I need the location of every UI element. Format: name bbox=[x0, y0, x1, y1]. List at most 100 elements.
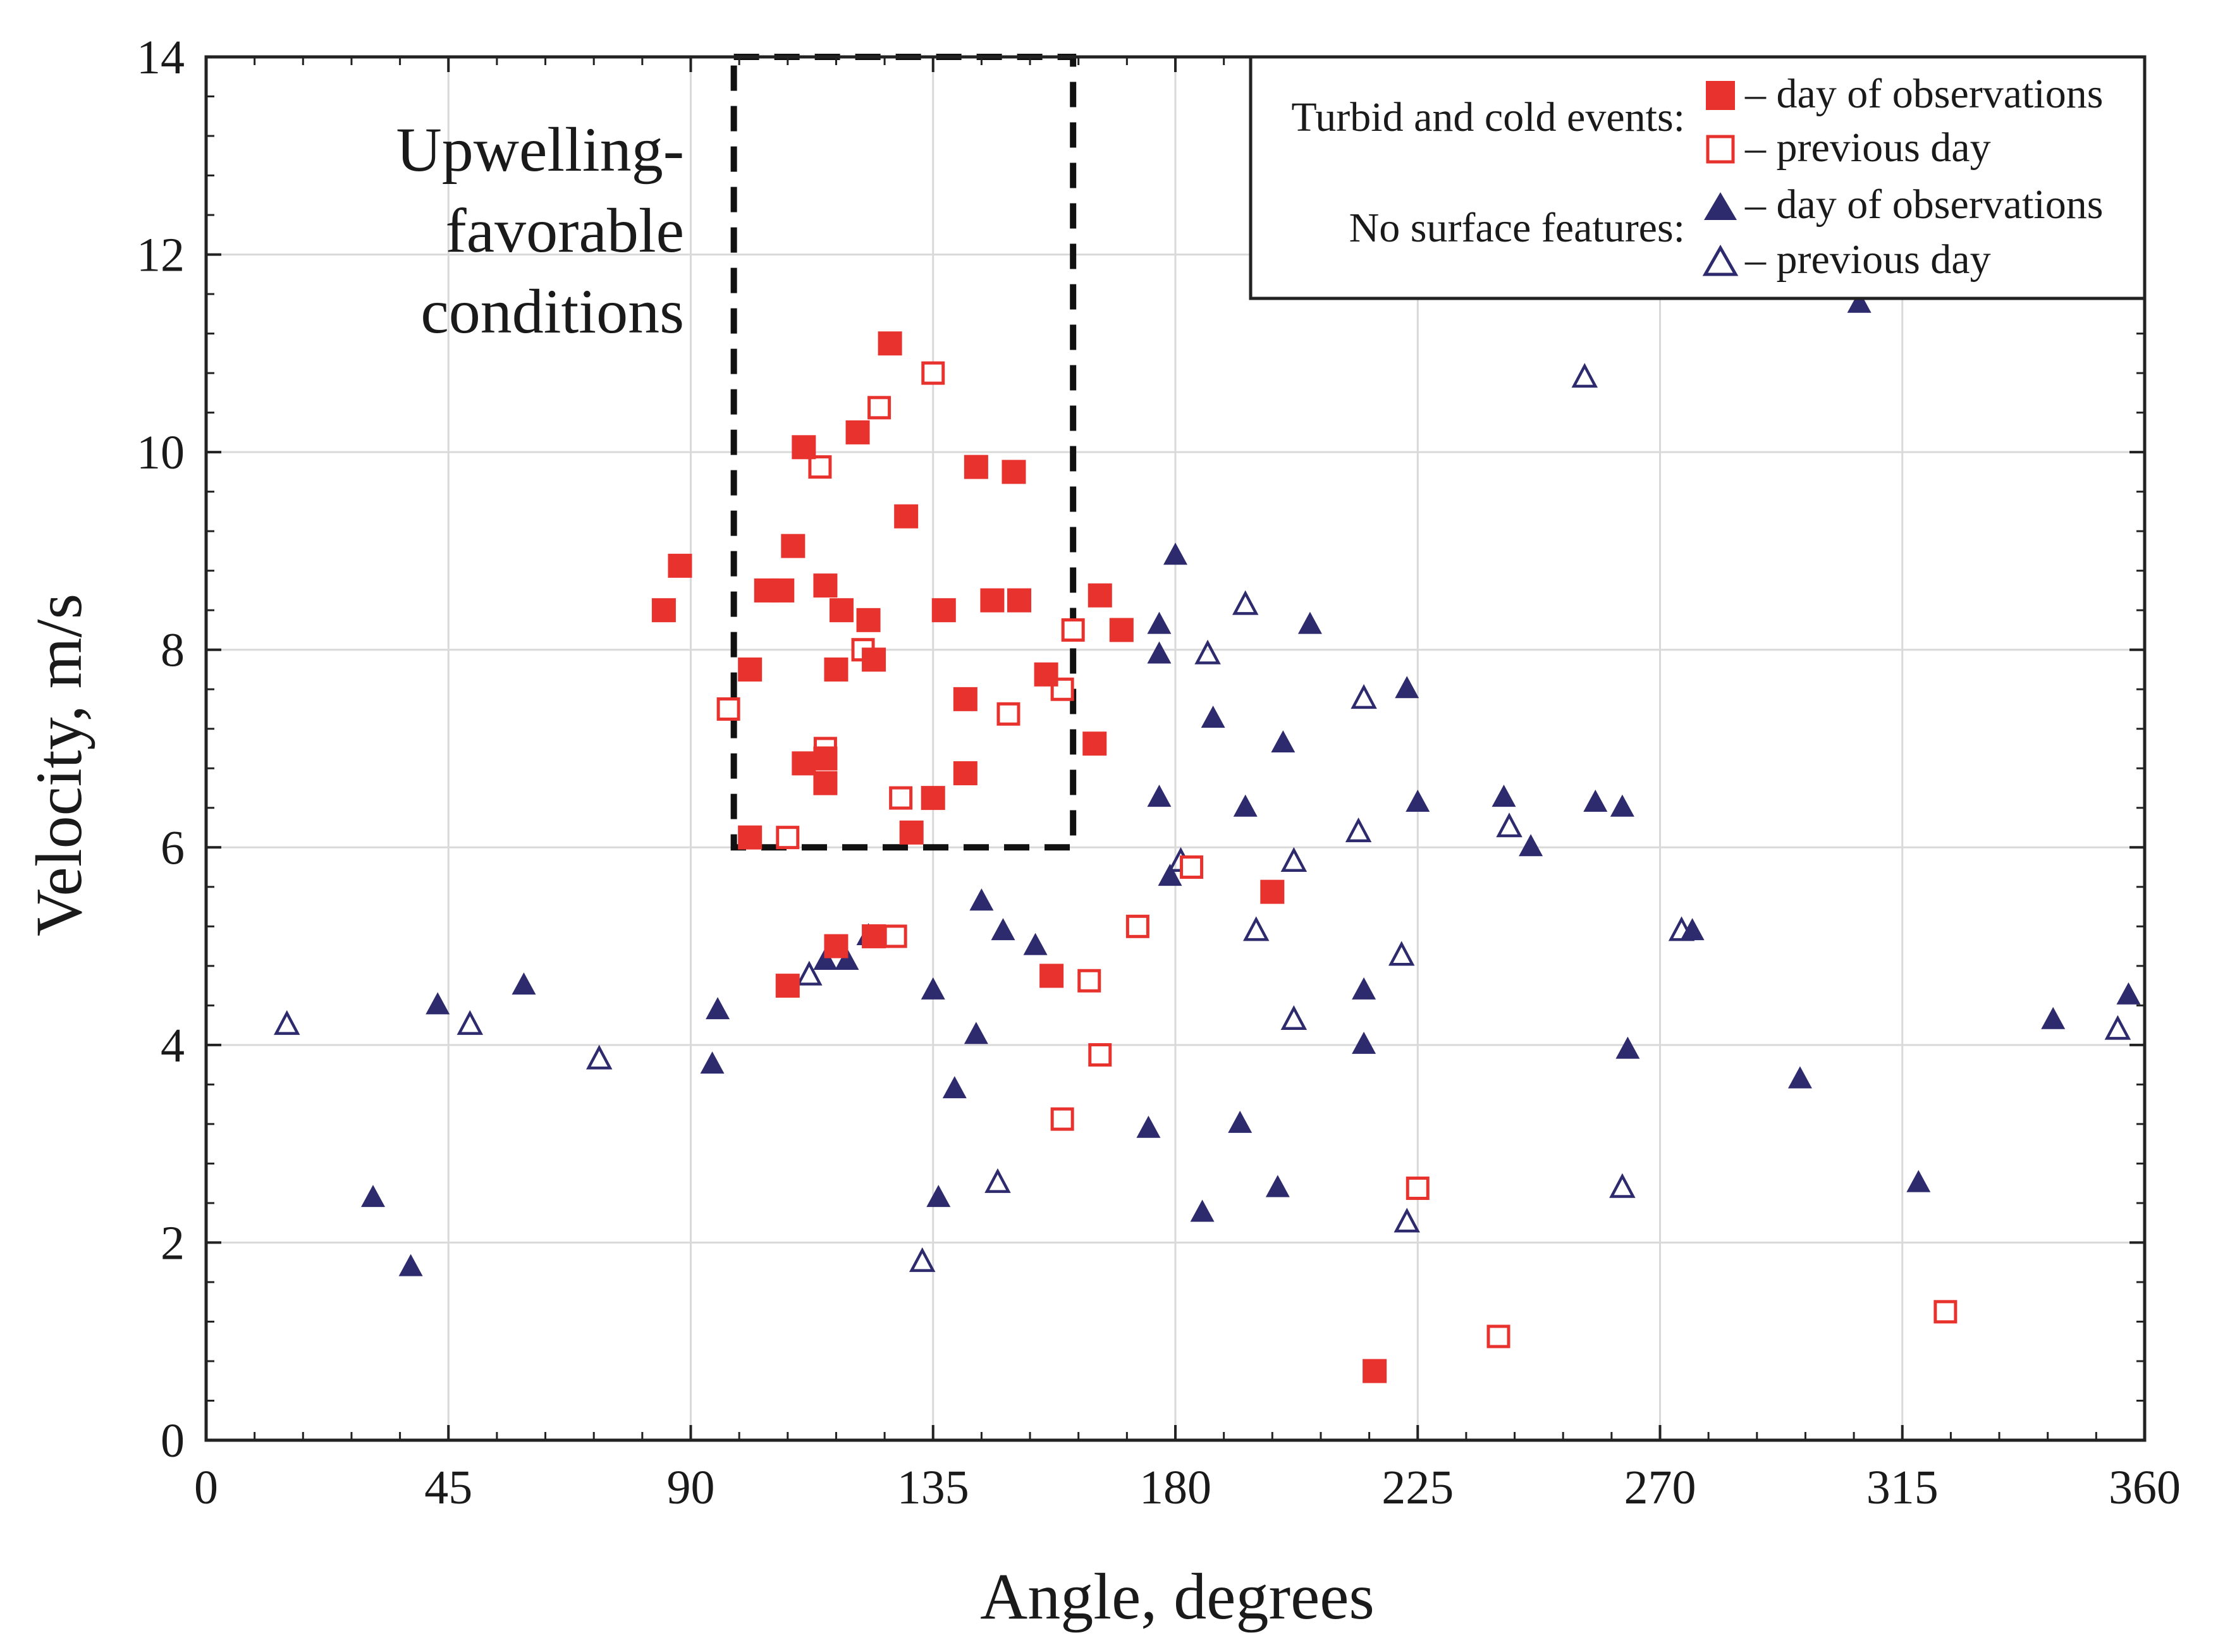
point-open-square bbox=[921, 361, 945, 385]
point-filled-square bbox=[964, 455, 988, 479]
annotation-line-3: conditions bbox=[420, 276, 684, 346]
point-filled-square bbox=[792, 435, 816, 460]
legend-navy-open-triangle-icon bbox=[1702, 244, 1739, 276]
point-filled-square bbox=[1363, 1359, 1387, 1383]
point-filled-triangle bbox=[1147, 641, 1172, 664]
point-filled-square bbox=[845, 420, 870, 444]
point-filled-triangle bbox=[700, 1051, 725, 1074]
point-filled-triangle bbox=[1023, 933, 1048, 955]
point-filled-square bbox=[792, 751, 816, 776]
point-filled-square bbox=[813, 771, 838, 795]
point-open-triangle bbox=[1243, 916, 1270, 941]
point-open-square bbox=[1077, 969, 1101, 993]
point-filled-triangle bbox=[921, 977, 945, 1000]
legend-entry-nofeat-prev: – previous day bbox=[1744, 236, 1991, 283]
point-filled-triangle bbox=[969, 888, 994, 911]
point-open-square bbox=[1050, 677, 1074, 701]
legend-red-filled-square-icon bbox=[1706, 81, 1735, 110]
point-filled-square bbox=[824, 657, 849, 682]
point-filled-square bbox=[862, 647, 886, 672]
point-filled-triangle bbox=[398, 1254, 423, 1276]
point-filled-triangle bbox=[1680, 918, 1705, 941]
data-markers bbox=[274, 290, 2141, 1383]
point-open-triangle bbox=[274, 1010, 300, 1035]
point-filled-triangle bbox=[426, 992, 450, 1015]
point-filled-square bbox=[1082, 731, 1107, 756]
legend-group-turbid: Turbid and cold events: bbox=[1291, 94, 1685, 140]
point-open-triangle bbox=[1194, 639, 1221, 664]
annotation-line-2: favorable bbox=[445, 195, 684, 266]
point-filled-square bbox=[878, 331, 902, 356]
point-filled-triangle bbox=[1406, 789, 1430, 812]
legend-box bbox=[1249, 55, 2147, 300]
point-open-triangle bbox=[1280, 1005, 1308, 1031]
point-filled-triangle bbox=[1906, 1170, 1931, 1192]
point-filled-triangle bbox=[1228, 1110, 1253, 1133]
y-tick-label: 6 bbox=[161, 821, 185, 874]
point-filled-triangle bbox=[835, 948, 859, 970]
point-filled-triangle bbox=[1395, 676, 1419, 699]
point-filled-triangle bbox=[1265, 1175, 1290, 1197]
point-open-triangle bbox=[1394, 1208, 1420, 1233]
point-open-triangle bbox=[909, 1247, 936, 1272]
y-axis-title: Velocity, m/s bbox=[23, 594, 95, 936]
x-tick-label: 135 bbox=[897, 1461, 969, 1514]
point-filled-triangle bbox=[1163, 542, 1187, 565]
point-open-triangle bbox=[1609, 1173, 1636, 1198]
point-filled-square bbox=[921, 786, 945, 811]
point-filled-triangle bbox=[1158, 864, 1182, 886]
point-filled-triangle bbox=[1610, 794, 1634, 817]
point-filled-triangle bbox=[1352, 1031, 1376, 1054]
point-filled-triangle bbox=[926, 1185, 951, 1208]
point-filled-square bbox=[1109, 618, 1134, 642]
point-filled-triangle bbox=[991, 918, 1015, 941]
point-filled-square bbox=[899, 820, 924, 845]
y-tick-label: 8 bbox=[161, 624, 185, 677]
y-tick-label: 14 bbox=[137, 31, 185, 84]
point-open-square bbox=[1088, 1043, 1112, 1067]
point-filled-square bbox=[953, 761, 977, 786]
point-filled-triangle bbox=[2041, 1006, 2066, 1029]
point-open-square bbox=[889, 786, 913, 810]
point-filled-triangle bbox=[942, 1076, 967, 1099]
y-tick-label: 12 bbox=[137, 229, 185, 282]
axis-ticks: 0 45 90 135 180 225 270 315 360 0 2 4 6 8 10 12 14 bbox=[137, 31, 2181, 1514]
point-filled-square bbox=[1088, 583, 1112, 608]
point-open-square bbox=[883, 924, 907, 948]
point-open-square bbox=[1406, 1176, 1430, 1200]
legend-group-no-features: No surface features: bbox=[1349, 205, 1685, 251]
point-filled-square bbox=[813, 573, 838, 598]
point-filled-square bbox=[651, 598, 676, 623]
point-filled-triangle bbox=[1847, 290, 1872, 313]
point-filled-square bbox=[1260, 879, 1285, 904]
point-filled-square bbox=[980, 588, 1005, 613]
point-open-square bbox=[867, 396, 891, 420]
point-filled-triangle bbox=[361, 1185, 386, 1208]
point-open-triangle bbox=[585, 1044, 613, 1070]
point-filled-square bbox=[738, 825, 763, 850]
point-open-square bbox=[716, 697, 740, 721]
point-open-triangle bbox=[1232, 590, 1259, 615]
point-filled-square bbox=[738, 657, 763, 682]
point-open-square bbox=[1180, 855, 1204, 879]
legend-entry-nofeat-day: – day of observations bbox=[1744, 181, 2103, 228]
point-open-triangle bbox=[1496, 812, 1523, 838]
point-filled-triangle bbox=[2116, 982, 2141, 1005]
point-filled-square bbox=[862, 924, 886, 948]
point-open-square bbox=[1125, 914, 1149, 938]
point-filled-triangle bbox=[964, 1022, 988, 1044]
point-filled-square bbox=[775, 974, 800, 998]
point-open-square bbox=[1486, 1325, 1510, 1349]
point-filled-square bbox=[1007, 588, 1032, 613]
y-tick-label: 0 bbox=[161, 1414, 185, 1467]
legend-navy-filled-triangle-icon bbox=[1704, 192, 1737, 220]
point-filled-triangle bbox=[1136, 1115, 1161, 1138]
point-open-square bbox=[1061, 618, 1085, 642]
point-filled-triangle bbox=[1352, 977, 1376, 1000]
point-filled-square bbox=[953, 687, 977, 711]
point-filled-triangle bbox=[813, 948, 838, 970]
point-filled-square bbox=[1039, 964, 1064, 988]
y-tick-label: 2 bbox=[161, 1216, 185, 1270]
point-filled-triangle bbox=[1519, 834, 1543, 857]
point-open-triangle bbox=[1351, 684, 1377, 709]
